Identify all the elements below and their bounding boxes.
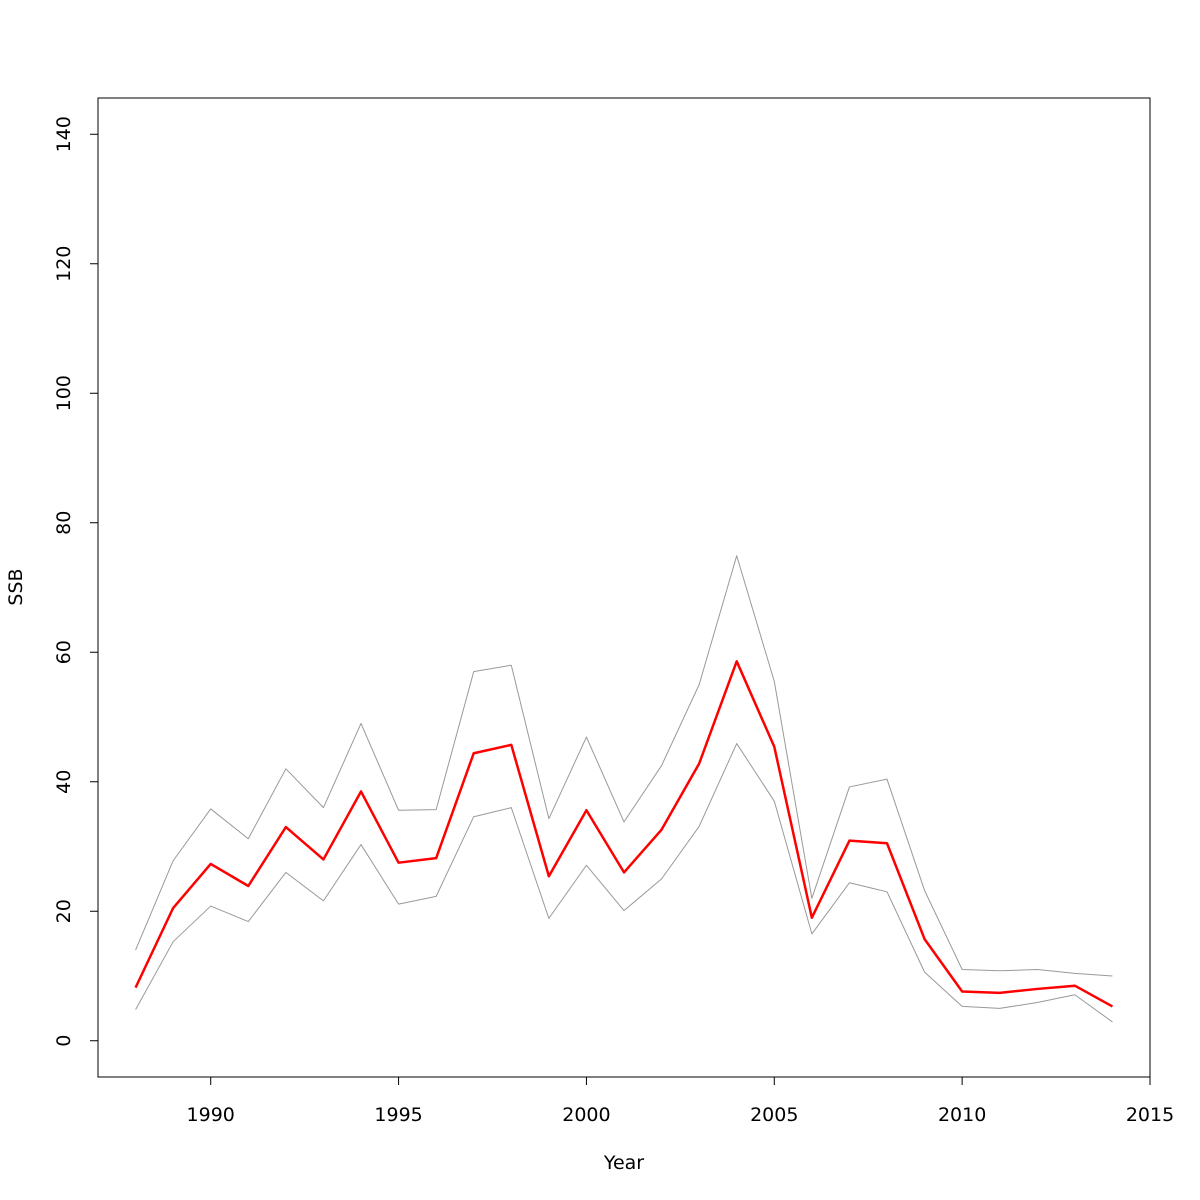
y-tick-label: 100: [53, 375, 75, 411]
series-layer: [134, 555, 1114, 1023]
y-tick-label: 80: [53, 511, 75, 535]
series-line-lower: [135, 743, 1113, 1023]
x-tick-label: 1995: [374, 1104, 422, 1126]
x-axis: 1990 1995 2000 2005 2010 2015: [187, 1076, 1174, 1126]
y-tick-label: 40: [53, 770, 75, 794]
x-tick-label: 2000: [562, 1104, 610, 1126]
y-tick-label: 0: [53, 1035, 75, 1047]
y-tick-label: 60: [53, 640, 75, 664]
series-line-estimate: [134, 660, 1114, 1008]
plot-frame: [97, 97, 1151, 1078]
x-tick-label: 2015: [1126, 1104, 1174, 1126]
series-line-upper: [135, 555, 1113, 977]
x-tick-label: 2005: [750, 1104, 798, 1126]
x-axis-label: Year: [603, 1152, 644, 1174]
x-tick-label: 1990: [187, 1104, 235, 1126]
y-tick-label: 140: [53, 116, 75, 152]
y-tick-label: 20: [53, 899, 75, 923]
y-axis-label: SSB: [5, 568, 27, 605]
y-tick-label: 120: [53, 246, 75, 282]
x-tick-label: 2010: [938, 1104, 986, 1126]
y-axis: 0 20 40 60 80 100 120 140: [53, 116, 99, 1047]
